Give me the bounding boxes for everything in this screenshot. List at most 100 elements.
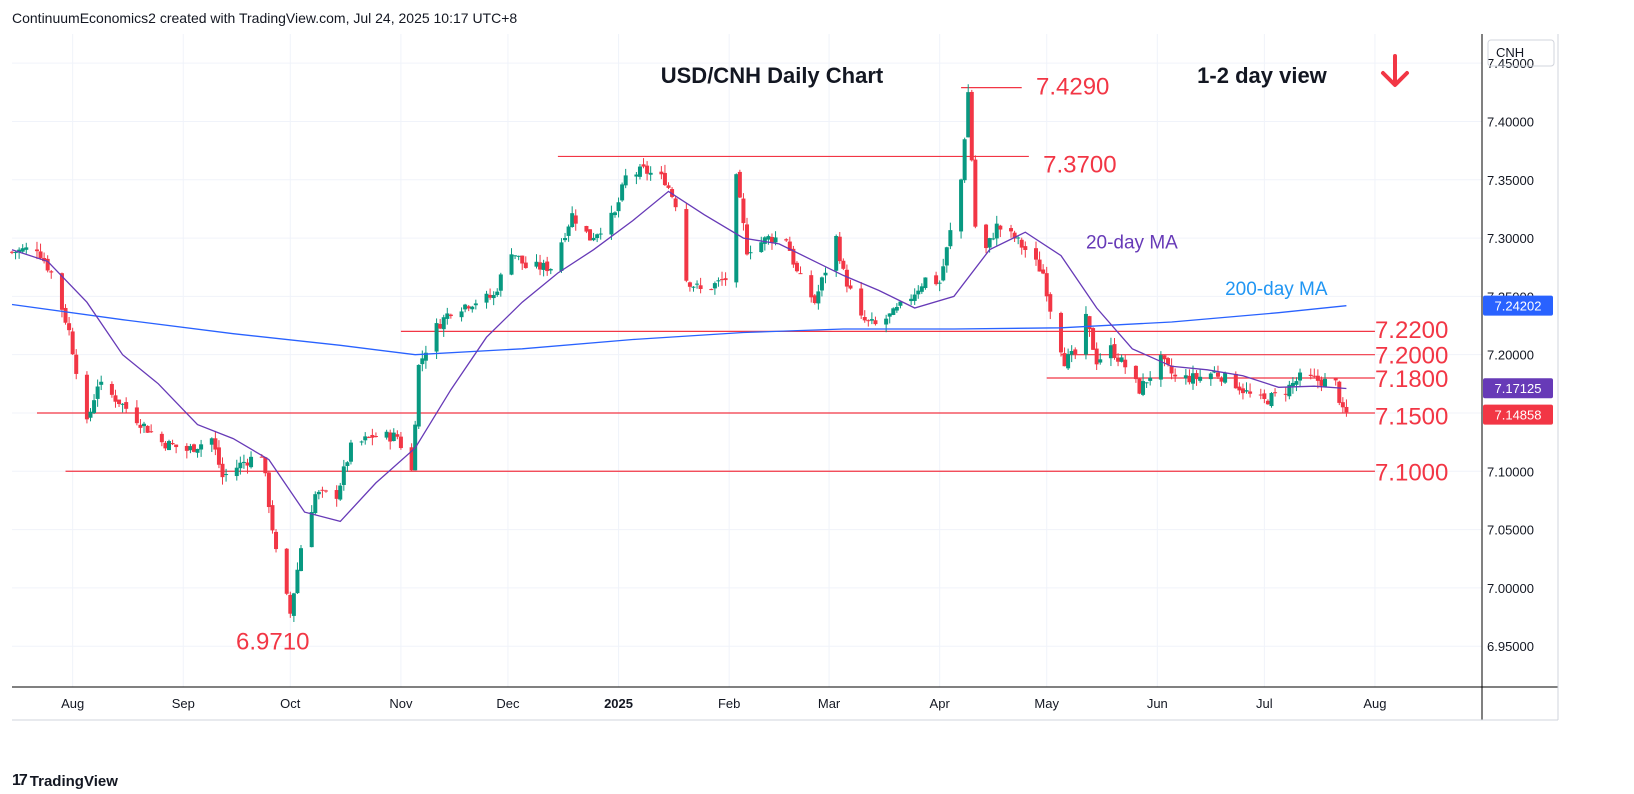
candle-down: [184, 445, 189, 451]
candle-down: [787, 241, 792, 251]
candle-down: [34, 249, 39, 252]
candle-up: [712, 283, 717, 289]
x-tick-label: 2025: [604, 696, 633, 711]
candle-down: [1019, 239, 1024, 248]
candle-down: [1283, 393, 1288, 395]
candle-down: [659, 171, 664, 175]
candle-up: [120, 403, 125, 405]
candle-down: [1340, 402, 1345, 408]
candle-up: [748, 252, 753, 254]
candle-down: [1073, 349, 1078, 355]
price-tag: [1483, 378, 1553, 399]
candle-down: [1123, 359, 1128, 368]
y-tick-label: 6.95000: [1487, 639, 1534, 654]
ma-label: 200-day MA: [1225, 279, 1328, 300]
candle-down: [373, 436, 378, 438]
candle-down: [1091, 328, 1096, 350]
down-arrow-icon: [1381, 54, 1409, 87]
candle-down: [220, 463, 225, 478]
support-resistance-lines: [36, 87, 1375, 472]
candle-down: [684, 209, 689, 281]
candle-up: [612, 212, 617, 216]
candle-up: [241, 461, 246, 463]
candle-down: [741, 198, 746, 224]
x-tick-label: Apr: [930, 696, 951, 711]
candle-down: [662, 172, 667, 186]
candle-up: [1298, 372, 1303, 381]
price-tag: [1483, 295, 1553, 316]
candle-down: [213, 438, 218, 450]
candle-down: [320, 489, 325, 491]
candle-down: [1240, 388, 1245, 394]
candle-down: [1337, 381, 1342, 403]
tradingview-logo[interactable]: 17 TradingView: [12, 772, 118, 790]
candle-down: [794, 262, 799, 272]
level-label: 7.4290: [1036, 73, 1109, 100]
candle-up: [762, 237, 767, 244]
y-tick-label: 7.20000: [1487, 348, 1534, 363]
candle-down: [1273, 392, 1278, 394]
candle-up: [166, 441, 171, 451]
candle-up: [1244, 390, 1249, 392]
candle-up: [923, 277, 928, 289]
candle-up: [695, 283, 700, 285]
candle-up: [1287, 384, 1292, 397]
candle-down: [134, 407, 139, 424]
candle-up: [484, 293, 489, 303]
tradingview-logo-text: TradingView: [29, 772, 118, 790]
candle-up: [20, 248, 25, 252]
candle-down: [641, 164, 646, 167]
candle-down: [10, 251, 14, 253]
level-label: 7.1500: [1375, 403, 1448, 430]
candle-up: [1223, 372, 1228, 383]
candle-down: [366, 436, 371, 438]
candle-up: [420, 358, 425, 365]
view-label: 1-2 day view: [1197, 63, 1328, 88]
candle-down: [191, 444, 196, 452]
candle-up: [249, 456, 254, 468]
level-label: 7.2000: [1375, 343, 1448, 370]
chart-credit: ContinuumEconomics2 created with Trading…: [12, 10, 518, 26]
candle-down: [1087, 316, 1092, 330]
candle-down: [841, 260, 846, 269]
candle-down: [1312, 375, 1317, 377]
candle-up: [773, 237, 778, 243]
candle-up: [541, 262, 546, 270]
candle-down: [1162, 355, 1167, 360]
candle-down: [334, 490, 339, 499]
candle-up: [962, 139, 967, 181]
candle-up: [898, 301, 903, 306]
y-tick-label: 7.00000: [1487, 581, 1534, 596]
candle-up: [1198, 376, 1203, 381]
ma20-line: [11, 190, 1347, 523]
candle-down: [245, 462, 250, 466]
candle-up: [363, 436, 368, 441]
price-tag-label: 7.17125: [1495, 381, 1542, 396]
candle-down: [673, 198, 678, 208]
candle-down: [720, 279, 725, 281]
candle-up: [819, 277, 824, 291]
candle-up: [309, 512, 314, 548]
candle-up: [188, 446, 193, 451]
candle-up: [566, 226, 571, 236]
candle-down: [145, 425, 150, 433]
candle-down: [584, 225, 589, 232]
axes[interactable]: 7.450007.400007.350007.300007.250007.200…: [12, 34, 1559, 721]
candle-up: [944, 247, 949, 266]
candle-down: [784, 239, 789, 241]
level-label: 7.1800: [1375, 366, 1448, 393]
candle-up: [616, 202, 621, 212]
level-label: 7.3700: [1043, 151, 1116, 178]
candle-down: [969, 91, 974, 161]
candle-up: [534, 261, 539, 267]
candle-down: [1048, 294, 1053, 312]
candle-down: [1187, 375, 1192, 383]
price-tag-label: 7.24202: [1495, 299, 1542, 314]
candle-down: [709, 289, 714, 291]
candle-up: [359, 441, 364, 443]
candle-up: [345, 462, 350, 466]
candle-up: [1083, 313, 1088, 355]
candle-down: [645, 165, 650, 174]
